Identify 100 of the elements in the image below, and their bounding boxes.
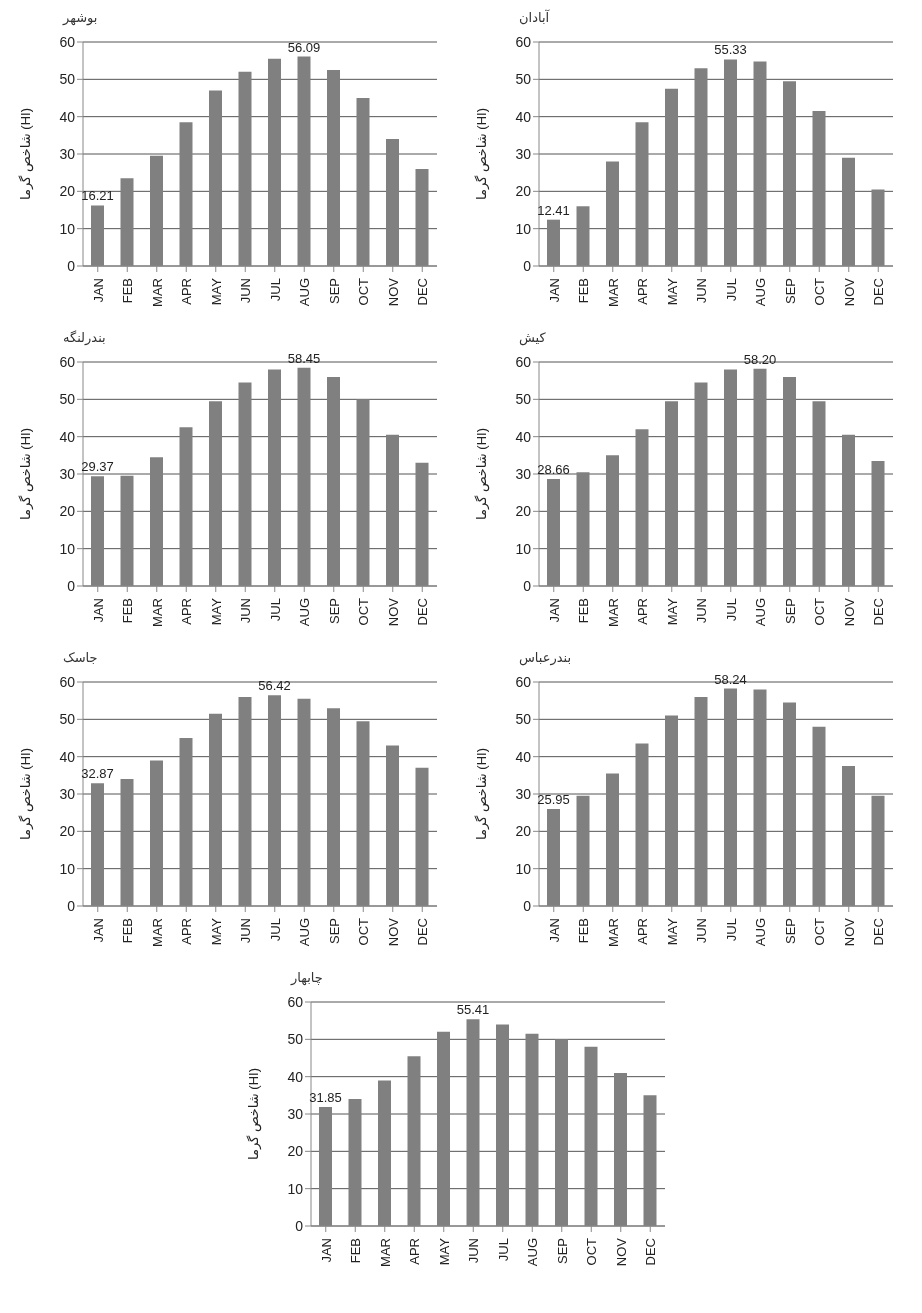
y-tick-label: 0: [67, 257, 76, 274]
y-tick-label: 30: [59, 785, 76, 802]
x-tick-label: FEB: [120, 278, 136, 304]
y-tick-label: 20: [515, 823, 532, 840]
y-tick-label: 10: [515, 540, 532, 557]
x-tick-label: SEP: [782, 598, 798, 625]
x-tick-label: JUN: [238, 278, 254, 304]
x-tick-label: MAR: [605, 598, 621, 627]
y-tick-label: 10: [515, 860, 532, 877]
data-label: 56.42: [258, 678, 291, 694]
y-tick-label: 30: [59, 465, 76, 482]
y-tick-label: 40: [515, 108, 532, 125]
y-tick-label: 0: [67, 577, 76, 594]
x-tick-label: AUG: [525, 1238, 541, 1267]
x-tick-label: OCT: [356, 917, 372, 946]
x-tick-label: OCT: [356, 277, 372, 306]
y-tick-label: 20: [59, 503, 76, 520]
data-label: 58.20: [743, 351, 777, 367]
x-tick-label: JAN: [318, 1238, 334, 1263]
x-tick-label: JAN: [90, 598, 106, 623]
x-tick-label: DEC: [871, 918, 887, 946]
y-tick-label: 20: [59, 183, 76, 200]
x-tick-label: OCT: [356, 597, 372, 626]
x-tick-label: MAR: [605, 278, 621, 307]
x-tick-label: JAN: [546, 918, 562, 943]
data-label: 12.41: [537, 202, 570, 218]
y-tick-label: 10: [59, 540, 76, 557]
x-tick-label: OCT: [584, 1237, 600, 1266]
y-tick-label: 30: [515, 465, 532, 482]
x-tick-label: DEC: [871, 598, 887, 626]
y-tick-label: 60: [287, 993, 304, 1010]
y-tick-label: 60: [59, 33, 76, 50]
y-tick-label: 40: [59, 748, 76, 765]
y-tick-label: 60: [515, 353, 532, 370]
data-label: 55.33: [714, 42, 747, 58]
y-tick-label: 50: [515, 711, 532, 728]
x-tick-label: APR: [179, 278, 195, 305]
y-tick-label: 30: [515, 145, 532, 162]
x-tick-label: MAR: [149, 278, 165, 307]
chart-title: چابهار: [291, 970, 323, 985]
x-tick-label: OCT: [812, 917, 828, 946]
x-tick-label: JAN: [546, 598, 562, 623]
x-tick-label: MAR: [149, 918, 165, 947]
data-label: 56.09: [287, 39, 321, 55]
y-tick-label: 40: [59, 108, 76, 125]
data-label: 16.21: [81, 188, 114, 204]
chart-title: آبادان: [519, 10, 550, 25]
y-tick-label: 40: [59, 428, 76, 445]
x-tick-label: JUL: [267, 918, 283, 942]
x-tick-label: JAN: [546, 278, 562, 303]
y-tick-label: 30: [287, 1105, 304, 1122]
y-tick-label: 60: [59, 353, 76, 370]
y-tick-label: 60: [59, 673, 76, 690]
x-tick-label: JUN: [238, 918, 254, 944]
x-tick-label: OCT: [812, 597, 828, 626]
y-tick-label: 0: [295, 1217, 304, 1234]
x-tick-label: DEC: [415, 278, 431, 306]
data-label: 55.41: [456, 1002, 490, 1018]
x-tick-label: AUG: [297, 278, 313, 307]
x-tick-label: APR: [179, 918, 195, 945]
y-tick-label: 10: [59, 860, 76, 877]
chart-title: کیش: [519, 330, 546, 345]
x-tick-label: AUG: [753, 918, 769, 947]
y-tick-label: 10: [287, 1180, 304, 1197]
y-tick-label: 10: [515, 220, 532, 237]
y-axis-title: شاخص گرما (HI): [245, 1068, 262, 1160]
x-tick-label: NOV: [613, 1237, 629, 1267]
x-tick-label: APR: [635, 598, 651, 625]
y-tick-label: 30: [515, 785, 532, 802]
x-tick-label: DEC: [643, 1238, 659, 1266]
chart-title: بندرلنگه: [63, 330, 106, 345]
x-tick-label: JUL: [723, 598, 739, 622]
y-axis-title: شاخص گرما (HI): [473, 748, 490, 840]
x-tick-label: APR: [635, 278, 651, 305]
x-tick-label: NOV: [385, 917, 401, 947]
y-axis-title: شاخص گرما (HI): [17, 108, 34, 200]
x-tick-label: JAN: [90, 918, 106, 943]
x-tick-label: OCT: [812, 277, 828, 306]
x-tick-label: JUL: [495, 1238, 511, 1262]
y-tick-label: 50: [515, 391, 532, 408]
x-tick-label: SEP: [554, 1238, 570, 1265]
x-tick-label: SEP: [782, 918, 798, 945]
data-label: 31.85: [309, 1090, 342, 1106]
x-tick-label: APR: [635, 918, 651, 945]
x-tick-label: NOV: [841, 277, 857, 307]
x-tick-label: SEP: [782, 278, 798, 305]
x-tick-label: JUN: [694, 278, 710, 304]
x-tick-label: MAY: [664, 597, 680, 626]
y-tick-label: 40: [287, 1068, 304, 1085]
data-label: 58.45: [287, 350, 321, 366]
x-tick-label: NOV: [385, 277, 401, 307]
x-tick-label: MAY: [208, 917, 224, 946]
y-tick-label: 50: [59, 711, 76, 728]
x-tick-label: FEB: [120, 918, 136, 944]
data-label: 58.24: [714, 671, 747, 687]
y-tick-label: 0: [523, 257, 532, 274]
x-tick-label: NOV: [841, 917, 857, 947]
x-tick-label: MAR: [149, 598, 165, 627]
x-tick-label: MAY: [436, 1237, 452, 1266]
x-tick-label: JUL: [723, 278, 739, 302]
